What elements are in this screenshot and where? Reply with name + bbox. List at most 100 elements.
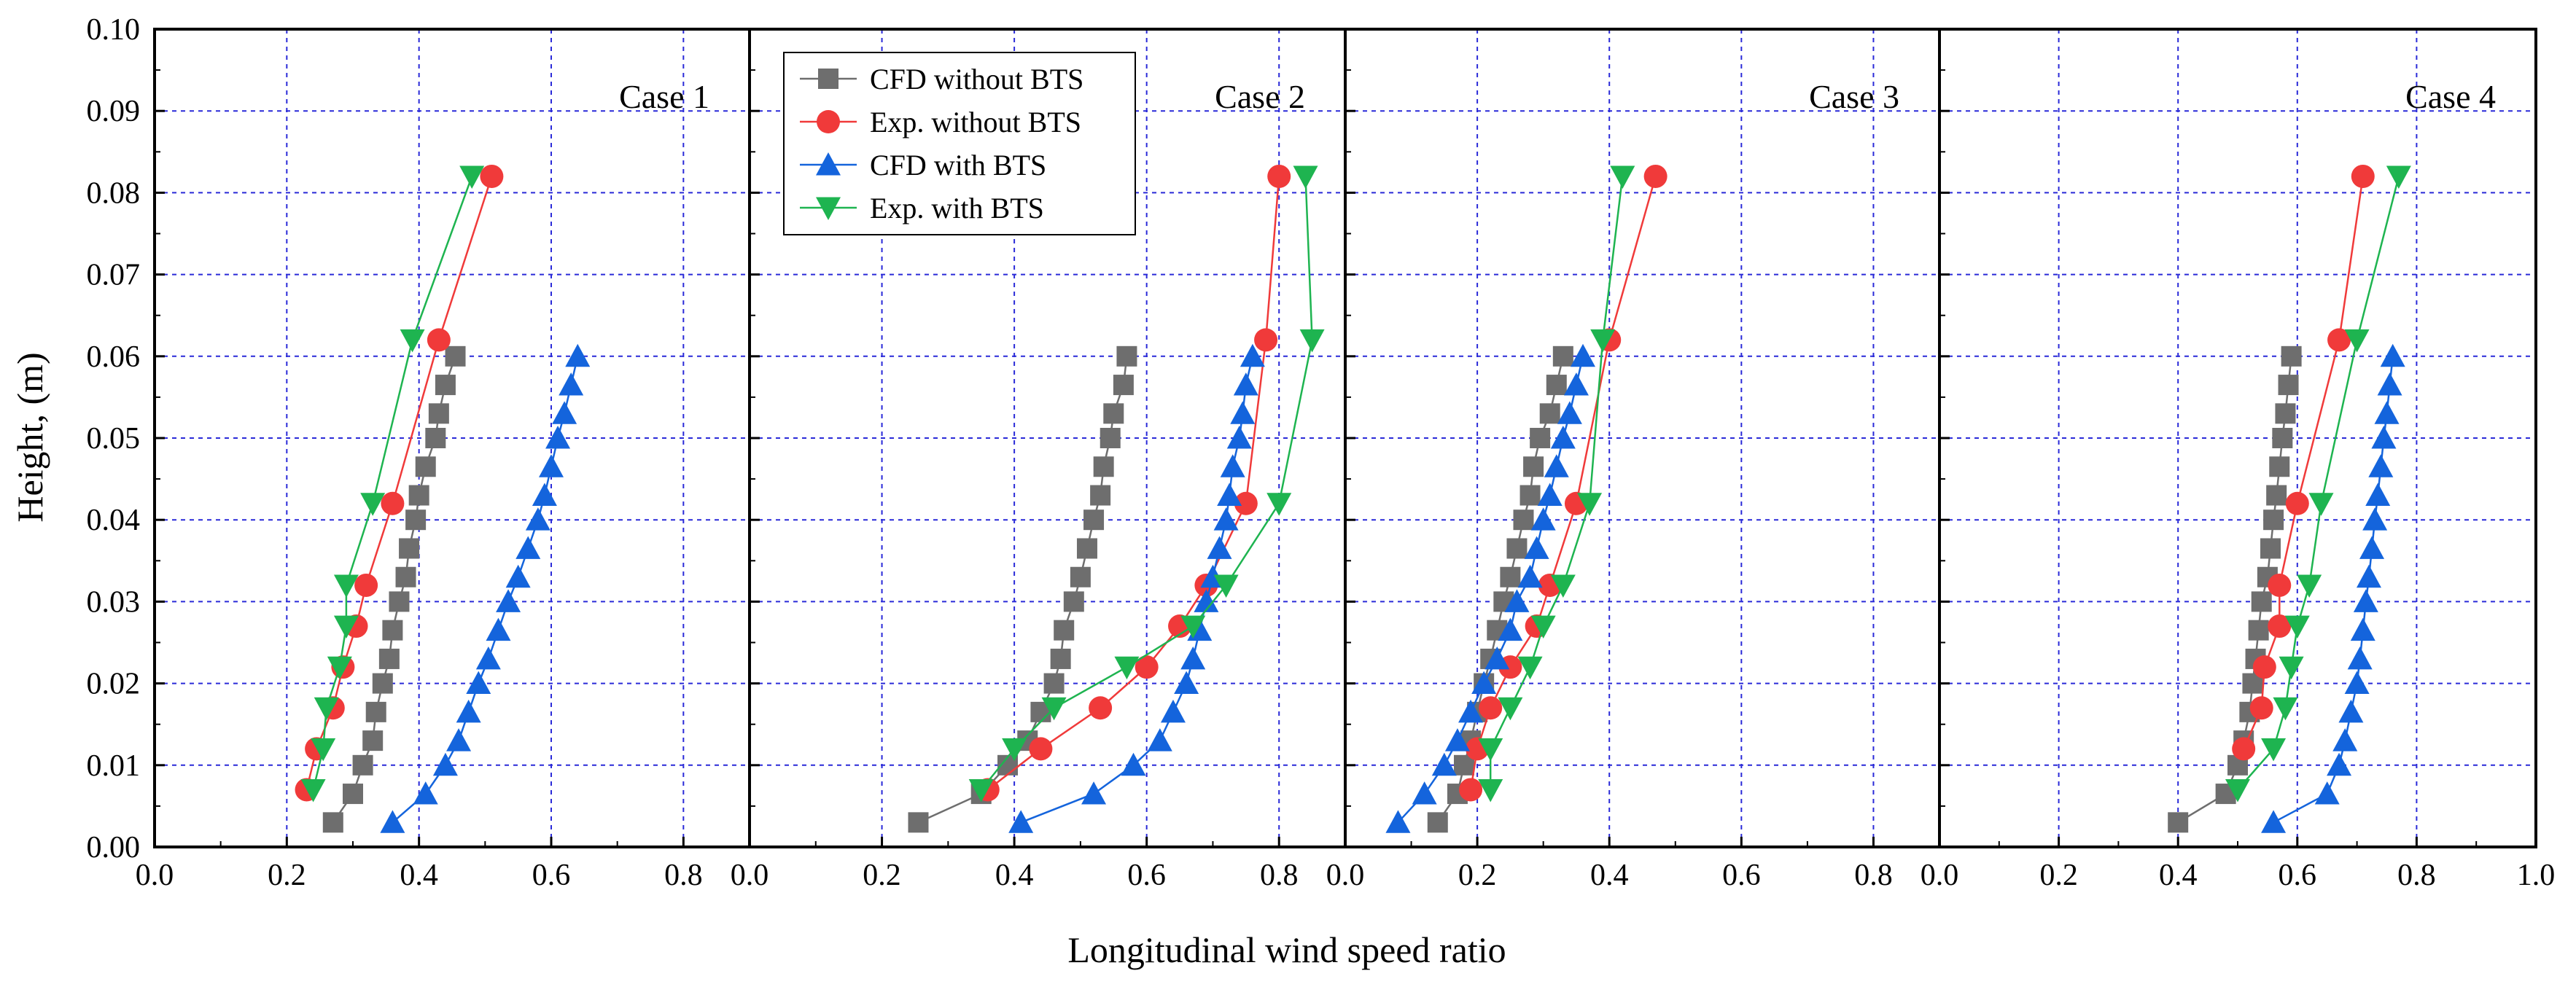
x-tick-label: 0.4 [2159, 859, 2198, 892]
data-point [2278, 375, 2299, 396]
data-point [525, 507, 550, 531]
legend-box [783, 52, 1136, 235]
data-point [1226, 426, 1252, 449]
x-tick-label: 0.8 [1854, 859, 1893, 892]
x-tick-label: 0.2 [2039, 859, 2078, 892]
data-point [1550, 426, 1576, 449]
data-point [2260, 538, 2281, 559]
x-tick-label: 0.6 [1127, 859, 1166, 892]
data-point [1114, 656, 1140, 680]
data-point [1500, 566, 1521, 587]
legend: CFD without BTS Exp. without BTS CFD with … [783, 52, 1136, 235]
data-point [2344, 671, 2370, 695]
x-tick-label: 0.0 [1326, 859, 1365, 892]
data-point [413, 781, 438, 805]
data-point [435, 375, 456, 396]
data-point [1180, 615, 1206, 639]
data-point [2261, 738, 2287, 762]
data-point [1234, 491, 1258, 515]
data-point [1458, 699, 1484, 723]
y-tick-label: 0.09 [87, 95, 141, 128]
y-tick-label: 0.01 [87, 749, 141, 783]
data-point [1213, 574, 1239, 598]
x-tick-label: 0.0 [731, 859, 769, 892]
data-point [505, 564, 531, 588]
data-point [532, 483, 557, 506]
data-point [2168, 812, 2189, 833]
series-exp-with [1478, 165, 1635, 803]
x-tick-label: 0.4 [1590, 859, 1629, 892]
data-point [475, 646, 501, 670]
data-point [1524, 536, 1549, 559]
data-point [1213, 507, 1239, 531]
data-point [2308, 493, 2334, 516]
data-point [968, 779, 994, 803]
x-tick-label: 0.6 [532, 859, 571, 892]
data-point [1484, 646, 1510, 670]
data-point [1041, 697, 1067, 721]
data-point [2279, 656, 2304, 680]
series-exp-without [2232, 164, 2375, 761]
data-point [2285, 491, 2309, 515]
data-point [1089, 696, 1113, 720]
y-tick-label: 0.03 [87, 585, 141, 619]
data-point [300, 779, 326, 803]
panel-title: Case 2 [1215, 78, 1305, 115]
data-point [496, 589, 521, 612]
series-cfd-with [2261, 343, 2405, 833]
series-cfd-with [1385, 343, 1595, 833]
legend-item: CFD with BTS [800, 149, 1046, 181]
data-point [2268, 573, 2292, 597]
data-point [2386, 165, 2411, 189]
x-tick-label: 0.8 [664, 859, 703, 892]
data-point [2351, 164, 2375, 188]
data-point [1539, 403, 1560, 424]
data-point [2374, 401, 2400, 424]
data-point [327, 656, 352, 680]
data-point [2344, 329, 2370, 353]
data-point [1090, 485, 1111, 506]
x-tick-label: 1.0 [2517, 859, 2556, 892]
legend-marker [817, 110, 840, 133]
series-cfd-with [380, 343, 591, 833]
data-point [2368, 454, 2394, 477]
data-point [2338, 699, 2364, 723]
data-point [1459, 778, 1483, 802]
data-point [2350, 617, 2375, 641]
data-point [372, 673, 393, 694]
data-point [1478, 738, 1503, 762]
data-point [1103, 403, 1124, 424]
data-point [1043, 673, 1065, 694]
legend-label: CFD with BTS [870, 149, 1046, 181]
data-point [1478, 779, 1503, 803]
data-point [1266, 493, 1292, 516]
data-point [2252, 655, 2276, 679]
data-point [354, 573, 378, 597]
legend-label: Exp. with BTS [870, 192, 1044, 224]
data-point [1054, 620, 1075, 641]
data-point [480, 164, 504, 188]
data-point [1385, 810, 1411, 833]
data-point [1557, 401, 1582, 424]
panel-title: Case 3 [1809, 78, 1899, 115]
data-point [352, 754, 373, 776]
data-point [1220, 454, 1245, 477]
data-point [2347, 646, 2373, 670]
data-point [1050, 648, 1071, 669]
series-exp-with [968, 165, 1325, 803]
data-point [539, 454, 564, 477]
data-point [400, 329, 425, 353]
series-cfd-without [2168, 345, 2302, 833]
data-point [333, 574, 359, 598]
data-point [1537, 483, 1563, 506]
data-point [343, 784, 363, 805]
data-point [1230, 401, 1256, 424]
x-tick-label: 0.8 [1260, 859, 1299, 892]
data-point [1590, 329, 1616, 353]
data-point [408, 485, 429, 506]
panel-title: Case 4 [2405, 78, 2496, 115]
data-point [1530, 428, 1551, 448]
data-point [1100, 428, 1121, 448]
x-tick-label: 0.2 [863, 859, 901, 892]
